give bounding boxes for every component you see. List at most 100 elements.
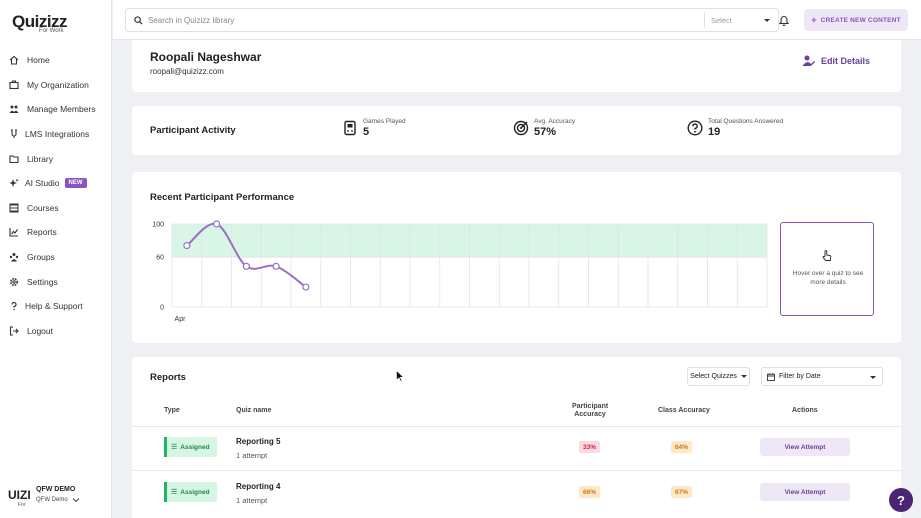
sidebar-item-label: My Organization (27, 79, 89, 90)
stat-value: 19 (708, 126, 721, 138)
calendar-icon (767, 372, 775, 381)
view-attempt-button[interactable]: View Attempt (760, 438, 850, 456)
participant-accuracy-pill: 33% (579, 441, 601, 453)
stat-total-questions: Total Questions Answered 19 (687, 118, 783, 138)
data-point (272, 262, 280, 270)
sidebar-item-groups[interactable]: Groups (0, 245, 112, 270)
sidebar-item-reports[interactable]: Reports (0, 220, 112, 245)
col-quiz-name: Quiz name (236, 407, 272, 414)
data-point (302, 283, 310, 291)
caret-down-icon (764, 18, 770, 22)
filter-by-date-dropdown[interactable]: Filter by Date (761, 367, 883, 386)
search-bar: Select (125, 8, 779, 32)
list-icon: ☰ (171, 489, 178, 496)
hover-hint: Hover over a quiz to see more details (792, 270, 864, 286)
edit-details-button[interactable]: Edit Details (802, 55, 870, 67)
target-icon (513, 120, 529, 136)
mouse-cursor-icon (396, 370, 404, 382)
class-accuracy-pill: 64% (671, 441, 693, 453)
sidebar-item-help-support[interactable]: Help & Support (0, 294, 112, 319)
create-new-content-label: CREATE NEW CONTENT (820, 16, 901, 24)
table-row: ☰ Assigned Reporting 5 1 attempt 33% 64% … (132, 427, 901, 471)
sidebar-item-lms-integrations[interactable]: LMS Integrations (0, 122, 112, 147)
assigned-label: Assigned (180, 443, 210, 451)
gamepad-icon (344, 120, 356, 136)
stat-value: 57% (534, 126, 557, 138)
col-class-accuracy: Class Accuracy (658, 407, 710, 414)
logout-icon (9, 326, 19, 336)
user-edit-icon (802, 55, 815, 66)
organization-switcher[interactable]: UIZI For QFW DEMO QFW Demo (8, 486, 108, 510)
pointer-hand-icon (822, 250, 832, 261)
courses-icon (9, 203, 19, 213)
quiz-details-panel: Hover over a quiz to see more details (780, 222, 874, 316)
bell-icon[interactable] (778, 14, 790, 26)
select-quizzes-label: Select Quizzes (690, 373, 737, 380)
stat-avg-accuracy: Avg. Accuracy 57% (513, 118, 575, 138)
library-icon (9, 155, 19, 163)
stat-label: Games Played (363, 118, 406, 125)
sidebar-item-label: Settings (27, 276, 58, 287)
view-attempt-button[interactable]: View Attempt (760, 483, 850, 501)
stat-label: Avg. Accuracy (534, 118, 576, 125)
chevron-down-icon (72, 498, 80, 503)
org-logo: UIZI (8, 488, 31, 502)
data-point (242, 262, 250, 270)
org-logo-subtext: For (18, 502, 26, 508)
data-point (213, 220, 221, 228)
sidebar-item-ai-studio[interactable]: AI Studio NEW (0, 171, 112, 196)
class-accuracy-pill: 67% (671, 486, 693, 498)
col-actions: Actions (792, 407, 818, 414)
sidebar-item-label: Library (27, 153, 53, 164)
quizizz-logo[interactable]: Quizizz For Work (12, 12, 102, 38)
search-input[interactable] (148, 15, 688, 25)
quiz-attempts: 1 attempt (236, 496, 268, 505)
data-point (183, 241, 191, 250)
sidebar-item-label: Help & Support (25, 301, 83, 312)
caret-down-icon (870, 376, 876, 379)
col-type: Type (164, 407, 180, 414)
sparkle-icon (9, 178, 19, 188)
search-filter-select[interactable]: Select (704, 12, 778, 28)
help-chat-button[interactable]: ? (889, 488, 913, 512)
profile-card: Roopali Nageshwar roopali@quizizz.com Ed… (132, 40, 901, 92)
sidebar-item-label: Manage Members (27, 104, 96, 115)
sidebar-item-home[interactable]: Home (0, 48, 112, 73)
sidebar-item-label: Courses (27, 202, 59, 213)
sidebar-item-logout[interactable]: Logout (0, 319, 112, 344)
col-participant-accuracy-line2: Accuracy (574, 411, 606, 418)
sidebar-item-library[interactable]: Library (0, 146, 112, 171)
sidebar-item-my-organization[interactable]: My Organization (0, 73, 112, 98)
sidebar-item-manage-members[interactable]: Manage Members (0, 97, 112, 122)
list-icon: ☰ (171, 444, 178, 451)
row-divider (132, 470, 901, 471)
quiz-attempts: 1 attempt (236, 451, 268, 460)
sidebar-item-label: AI Studio (25, 178, 60, 189)
caret-down-icon (740, 375, 747, 378)
org-sub: QFW Demo (36, 497, 80, 503)
sidebar-item-courses[interactable]: Courses (0, 196, 112, 221)
logo-text: Quizizz (12, 12, 68, 31)
reports-card: Reports Select Quizzes Filter by Date Ty… (132, 357, 901, 518)
select-quizzes-dropdown[interactable]: Select Quizzes (687, 367, 750, 386)
gear-icon (9, 277, 19, 286)
participant-activity-card: Participant Activity Games Played 5 Avg.… (132, 106, 901, 155)
home-icon (9, 56, 19, 65)
col-participant-accuracy-line1: Participant (572, 403, 609, 410)
reports-title: Reports (150, 372, 186, 383)
sidebar: Quizizz For Work Home My Organization Ma… (0, 0, 112, 518)
groups-icon (9, 253, 19, 262)
stat-value: 5 (363, 126, 370, 138)
sidebar-item-label: Reports (27, 227, 57, 238)
quiz-name: Reporting 4 (236, 482, 281, 491)
performance-chart: 100 60 0 Apr (152, 220, 768, 323)
search-icon (134, 15, 143, 25)
sidebar-item-label: LMS Integrations (25, 129, 90, 140)
table-row: ☰ Assigned Reporting 4 1 attempt 66% 67% … (132, 472, 901, 516)
sidebar-item-settings[interactable]: Settings (0, 269, 112, 294)
create-new-content-button[interactable]: + CREATE NEW CONTENT (804, 9, 908, 31)
lms-icon (11, 129, 17, 139)
members-icon (9, 105, 19, 114)
sidebar-item-label: Logout (27, 325, 53, 336)
sidebar-item-label: Home (27, 55, 50, 66)
